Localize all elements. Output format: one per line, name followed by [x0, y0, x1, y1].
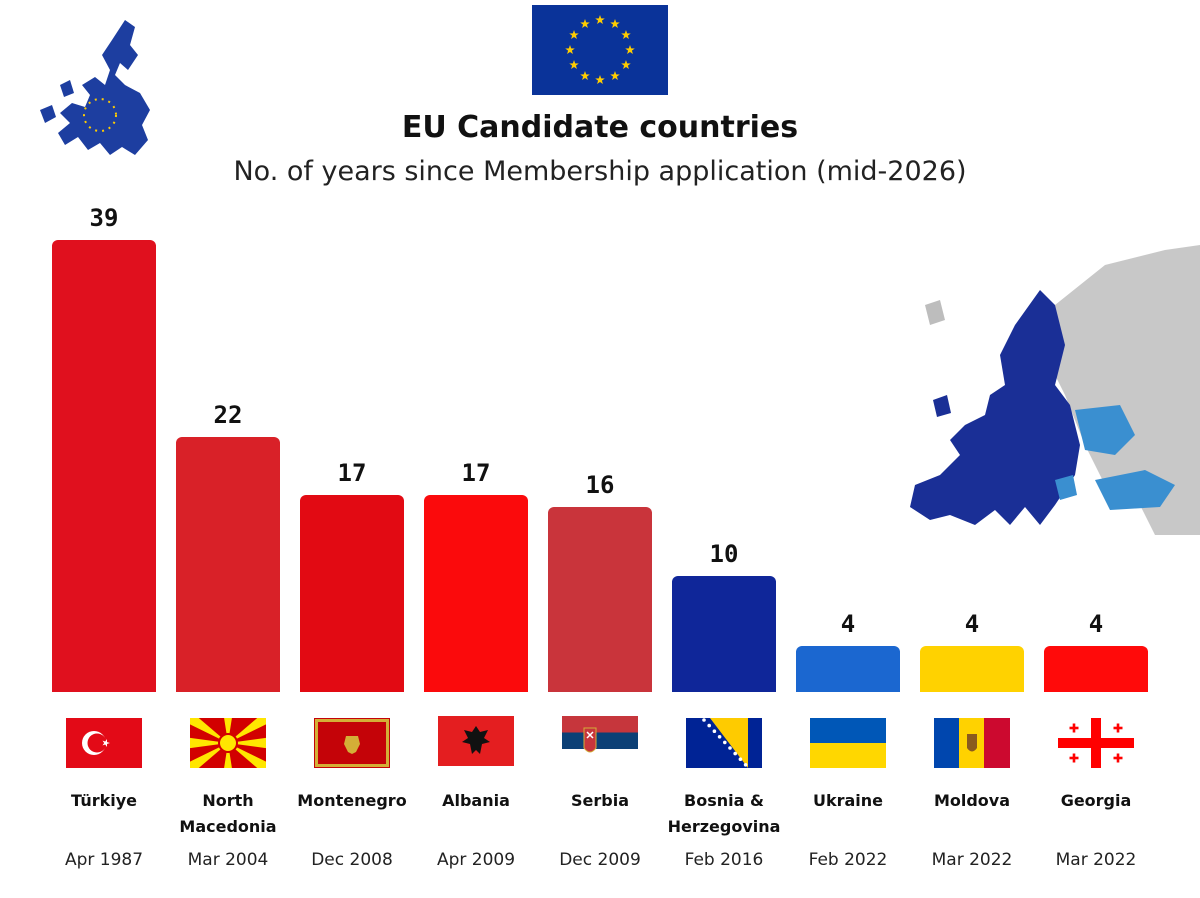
application-date-label: Feb 2022 — [808, 850, 888, 870]
bar — [796, 645, 900, 692]
application-date-label: Dec 2009 — [559, 850, 641, 870]
country-label-line: Macedonia — [179, 817, 277, 836]
bar — [176, 437, 280, 692]
eu-star-icon — [610, 19, 620, 29]
country-label: Türkiye — [39, 788, 169, 814]
bar — [548, 506, 652, 692]
country-label-line: Serbia — [571, 791, 629, 810]
chart-subtitle: No. of years since Membership applicatio… — [233, 156, 967, 187]
eu-star-icon — [621, 60, 631, 70]
country-label-line: Montenegro — [297, 791, 407, 810]
bar — [672, 576, 776, 692]
application-date-label: Apr 2009 — [436, 850, 516, 870]
bar-value-label: 17 — [461, 458, 491, 487]
eu-star-icon — [625, 45, 635, 55]
country-label: Moldova — [907, 788, 1037, 814]
bar-value-label: 4 — [840, 609, 856, 638]
bar-value-label: 10 — [709, 540, 739, 569]
country-label: Albania — [411, 788, 541, 814]
country-label: Georgia — [1031, 788, 1161, 814]
application-date-label: Mar 2022 — [931, 850, 1013, 870]
bar-value-label: 39 — [89, 204, 119, 232]
country-label: Bosnia & Herzegovina — [659, 788, 789, 840]
country-label: Ukraine — [783, 788, 913, 814]
country-label-line: Türkiye — [70, 791, 138, 810]
eu-star-icon — [621, 30, 631, 40]
country-label: North Macedonia — [163, 788, 293, 840]
bar-value-label: 22 — [213, 401, 243, 430]
bar-value-label: 4 — [1088, 609, 1104, 638]
eu-star-icon — [595, 75, 605, 85]
application-date-label: Mar 2022 — [1055, 850, 1137, 870]
montenegro-flag-icon — [314, 718, 390, 768]
eu-star-icon — [565, 45, 575, 55]
ukraine-flag-icon — [810, 718, 886, 768]
bosnia-flag-icon — [686, 718, 762, 768]
bar — [424, 494, 528, 692]
eu-star-icon — [610, 70, 620, 81]
eu-star-icon — [569, 30, 579, 40]
country-label-line: Albania — [442, 791, 510, 810]
eu-map-icon — [40, 20, 150, 155]
bar — [920, 645, 1024, 692]
bar — [300, 494, 404, 692]
eu-star-icon — [580, 19, 590, 29]
chart-title: EU Candidate countries — [401, 110, 799, 145]
eu-flag-icon — [532, 5, 668, 95]
albania-flag-icon — [438, 716, 514, 766]
north-macedonia-flag-icon — [190, 718, 266, 768]
country-label-line: Ukraine — [812, 791, 884, 810]
serbia-flag-icon — [562, 716, 638, 766]
bar — [1044, 645, 1148, 692]
country-label-line: Georgia — [1060, 791, 1132, 810]
bar — [52, 240, 156, 692]
application-date-label: Feb 2016 — [684, 850, 764, 870]
turkey-flag-icon — [66, 718, 142, 768]
country-label-line: Bosnia & — [684, 791, 764, 810]
eu-star-icon — [580, 70, 590, 81]
application-date-label: Apr 1987 — [64, 850, 144, 870]
application-date-label: Mar 2004 — [187, 850, 269, 870]
bar-value-label: 17 — [337, 458, 367, 487]
country-label: Montenegro — [287, 788, 417, 814]
country-label: Serbia — [535, 788, 665, 814]
country-label-line: Moldova — [933, 791, 1011, 810]
bar-value-label: 16 — [585, 470, 615, 499]
europe-map-image — [910, 245, 1200, 535]
bar-value-label: 4 — [964, 609, 980, 638]
country-label-line: Herzegovina — [667, 817, 781, 836]
eu-star-icon — [569, 60, 579, 70]
georgia-flag-icon — [1058, 718, 1134, 768]
country-label-line: North — [202, 791, 254, 810]
eu-star-icon — [595, 15, 605, 25]
moldova-flag-icon — [934, 718, 1010, 768]
application-date-label: Dec 2008 — [311, 850, 393, 870]
